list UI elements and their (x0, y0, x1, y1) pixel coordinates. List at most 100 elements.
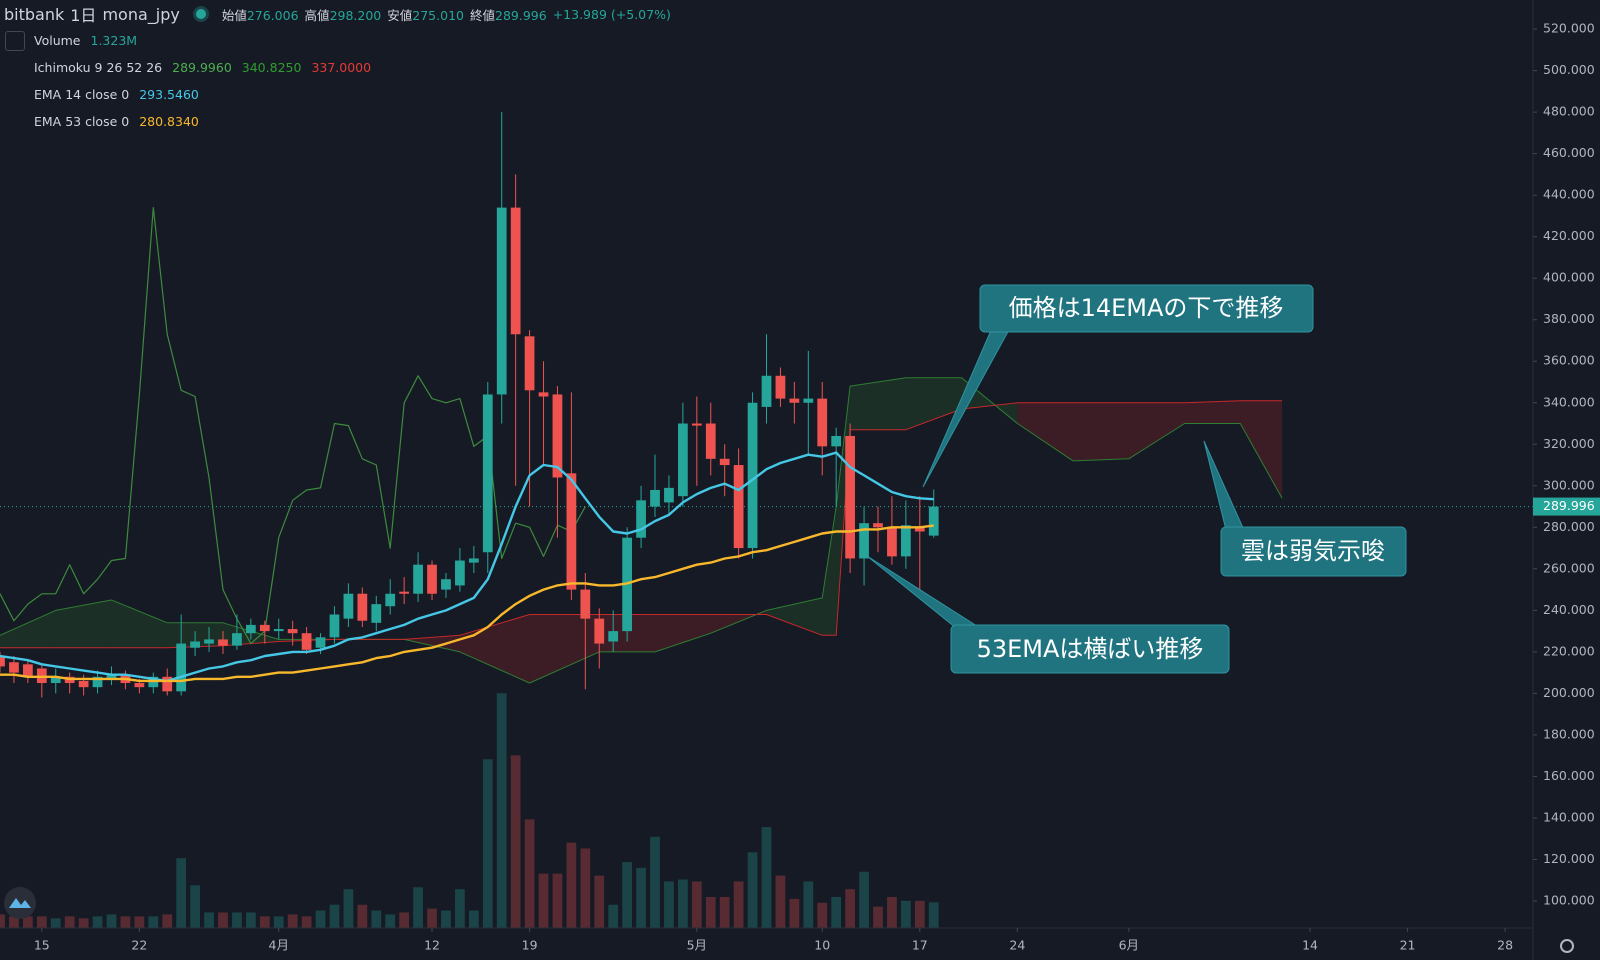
volume-bar (64, 916, 75, 928)
candle-body (468, 558, 479, 563)
plot-area (0, 112, 1533, 928)
legend-row: Ichimoku 9 26 52 26 289.9960 340.8250 33… (34, 60, 371, 75)
candle-body (859, 523, 869, 559)
status-dot (195, 9, 206, 19)
candle-body (845, 435, 855, 559)
volume-bar (399, 912, 410, 928)
candle-body (538, 392, 549, 397)
candle-body (301, 633, 312, 650)
volume-bar (733, 881, 744, 928)
volume-bar (134, 916, 145, 928)
x-tick-label: 17 (912, 938, 928, 953)
cloud-fill (529, 614, 600, 684)
y-tick-label: 100.000 (1543, 893, 1595, 908)
candle-body (343, 593, 354, 619)
cloud-span-a (0, 377, 1283, 684)
volume-bar (273, 916, 284, 928)
candle-body (636, 500, 646, 538)
ohlc-value: 298.200 (329, 7, 382, 23)
candle-body (928, 506, 939, 536)
candle-body (92, 676, 103, 688)
candle-body (887, 527, 897, 557)
candle-body (78, 680, 89, 688)
ohlc-value: 275.010 (412, 7, 464, 23)
x-tick-label: 14 (1302, 938, 1318, 953)
volume-bar (315, 910, 326, 928)
candle-body (455, 560, 465, 586)
lagging-span (0, 207, 586, 645)
volume-bar (859, 871, 869, 928)
volume-bar (204, 912, 214, 928)
legend-row: EMA 53 close 0 280.8340 (34, 114, 199, 129)
volume-bar (887, 896, 897, 928)
volume-bar (92, 916, 103, 928)
axes: 100.000 120.000 140.000 160.000 180.000 200.0… (34, 21, 1600, 953)
volume-bar (775, 875, 786, 928)
volume-bar (106, 914, 117, 928)
settings-icon[interactable] (1560, 939, 1574, 953)
collapse-button[interactable] (5, 31, 25, 51)
y-tick-label: 440.000 (1543, 187, 1595, 202)
annotation: 雲は弱気示唆 (1203, 440, 1407, 577)
x-tick-label: 21 (1400, 938, 1416, 953)
ema-line (0, 451, 934, 683)
volume-bar (162, 914, 173, 928)
candle-body (789, 398, 800, 403)
cloud-fill (111, 599, 168, 648)
y-tick-label: 220.000 (1543, 643, 1595, 658)
legend-name: EMA 53 close 0 (34, 114, 130, 129)
volume-bar (761, 827, 772, 928)
candle-body (831, 435, 842, 447)
y-tick-label: 160.000 (1543, 768, 1595, 783)
y-tick-label: 320.000 (1543, 436, 1595, 451)
volume-bar (413, 887, 423, 928)
x-tick-label: 5月 (687, 938, 707, 953)
candle-body (259, 624, 270, 632)
candle-body (691, 423, 702, 426)
candle-body (204, 639, 214, 644)
y-tick-label: 500.000 (1543, 62, 1595, 77)
annotation-box (979, 284, 1314, 333)
cloud-fill (1017, 402, 1074, 461)
volume-bar (245, 912, 256, 928)
volume-bar (900, 900, 911, 928)
y-tick-label: 180.000 (1543, 726, 1595, 741)
volume-bar (468, 910, 479, 928)
legend-value: 289.9960 (172, 60, 232, 75)
legend-value: 337.0000 (311, 60, 372, 75)
y-tick-label: 300.000 (1543, 477, 1595, 492)
pair: mona_jpy (102, 4, 180, 24)
ohlc-value: 289.996 (495, 7, 547, 23)
volume-bar (176, 858, 187, 928)
ohlc-label: 高値 (304, 7, 330, 23)
candle-body (329, 614, 340, 638)
candle-body (552, 394, 563, 478)
legend-value: 293.5460 (139, 87, 199, 102)
annotation: 53EMAは横ばい推移 (866, 555, 1230, 674)
logo[interactable] (4, 887, 36, 919)
candle-body (524, 336, 535, 391)
cloud-fill (55, 599, 112, 648)
y-tick-label: 480.000 (1543, 104, 1595, 119)
x-tick-label: 15 (34, 938, 50, 953)
legend-row: EMA 14 close 0 293.5460 (34, 87, 199, 102)
volume-bar (190, 885, 200, 928)
candle-body (218, 639, 228, 646)
volume-bar (343, 889, 354, 928)
candle-body (719, 458, 730, 466)
candle-body (287, 629, 298, 634)
logo-mark (9, 898, 31, 908)
cloud-fill (1073, 402, 1129, 461)
cloud-fill (822, 506, 837, 636)
cloud-fill (655, 614, 711, 652)
cloud-fill (404, 635, 460, 652)
cloud-fill (1128, 402, 1185, 459)
volume-bar (524, 819, 535, 928)
legend-row: Volume 1.323M (34, 33, 137, 48)
volume-bar (329, 904, 340, 928)
volume-bar (357, 904, 368, 928)
volume-bar (287, 914, 298, 928)
candle-body (817, 398, 828, 447)
